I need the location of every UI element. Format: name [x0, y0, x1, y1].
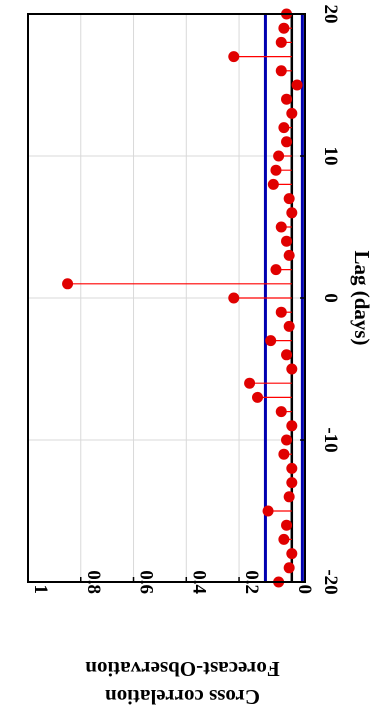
marker-lag-11: [281, 136, 293, 148]
marker-lag--1: [275, 306, 287, 318]
marker-lag--9: [286, 420, 298, 432]
marker-lag-8: [267, 178, 279, 190]
marker-lag--11: [278, 448, 290, 460]
marker-lag--12: [286, 462, 298, 474]
marker-lag-18: [275, 36, 287, 48]
corr-tick-label-0.8: 0.8: [83, 570, 104, 594]
x-axis-label: Lag (days): [350, 250, 374, 345]
corr-tick-label-0.4: 0.4: [188, 570, 209, 594]
marker-lag-6: [286, 207, 298, 219]
marker-lag--18: [286, 548, 298, 560]
lag-tick-label-20: 20: [320, 5, 341, 24]
marker-lag-2: [270, 264, 282, 276]
marker-lag--6: [244, 377, 256, 389]
marker-lag-17: [228, 51, 240, 63]
marker-lag--2: [283, 320, 295, 332]
marker-lag--8: [275, 406, 287, 418]
marker-lag--16: [281, 519, 293, 531]
lag-tick-label--10: -10: [320, 427, 341, 452]
y-axis-label-line-2: Forecast-Observation: [85, 657, 280, 681]
marker-lag--17: [278, 533, 290, 545]
corr-tick-label-1: 1: [30, 585, 51, 595]
marker-lag--4: [281, 349, 293, 361]
marker-lag--19: [283, 562, 295, 574]
corr-tick-label-0: 0: [294, 585, 315, 595]
marker-lag-12: [278, 122, 290, 134]
marker-lag-16: [275, 65, 287, 77]
marker-lag-10: [273, 150, 285, 162]
y-axis-label-line-1: Cross correlation: [105, 685, 260, 705]
marker-lag-13: [286, 107, 298, 119]
lag-tick-label-0: 0: [320, 293, 341, 303]
marker-lag-0: [228, 292, 240, 304]
corr-tick-label-0.2: 0.2: [241, 570, 262, 594]
marker-lag-14: [281, 93, 293, 105]
marker-lag--3: [265, 335, 277, 347]
marker-lag-15: [291, 79, 303, 91]
lag-axis-ticks: -20 -10 0 10 20: [300, 5, 341, 595]
marker-lag--10: [281, 434, 293, 446]
marker-lag-7: [283, 193, 295, 205]
marker-lag--5: [286, 363, 298, 375]
marker-lag--14: [283, 491, 295, 503]
marker-lag-1: [62, 278, 74, 290]
lag-tick-label-10: 10: [320, 147, 341, 166]
marker-lag-9: [270, 164, 282, 176]
marker-lag--7: [252, 391, 264, 403]
marker-lag-4: [281, 235, 293, 247]
marker-lag-5: [275, 221, 287, 233]
corr-tick-label-0.6: 0.6: [136, 570, 157, 594]
marker-lag--15: [262, 505, 274, 517]
stem-series: [62, 8, 303, 588]
marker-lag-3: [283, 249, 295, 261]
correlation-axis-ticks: 0 0.2 0.4 0.6 0.8 1: [27, 570, 315, 595]
marker-lag--13: [286, 477, 298, 489]
marker-lag-19: [278, 22, 290, 34]
lag-tick-label--20: -20: [320, 569, 341, 594]
